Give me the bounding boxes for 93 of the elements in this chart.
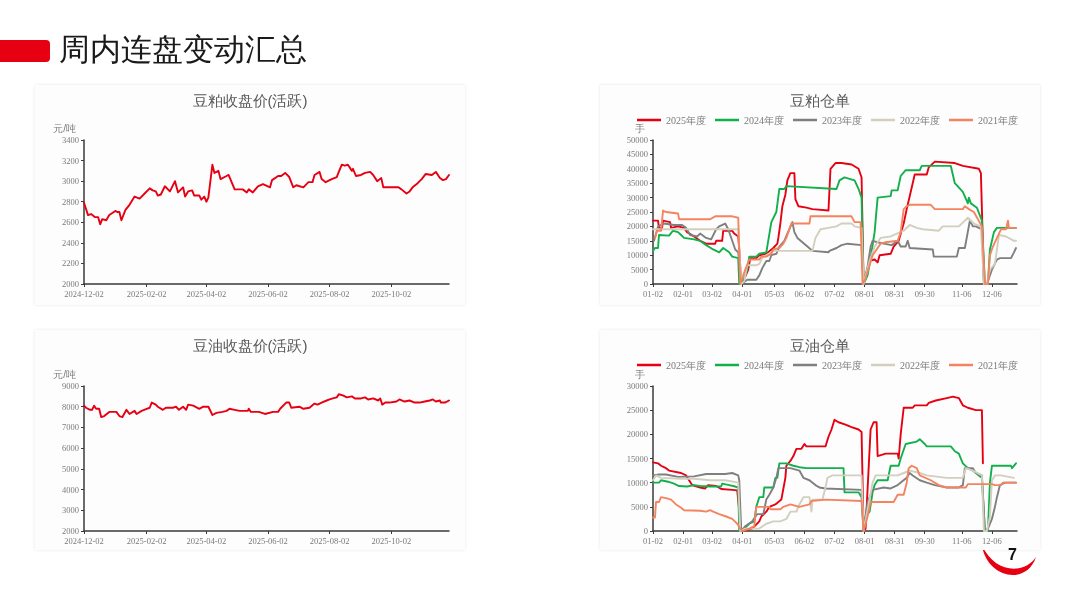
y-tick-label: 5000 (631, 264, 648, 275)
y-tick-label: 2800 (62, 196, 79, 207)
y-tick-label: 10000 (626, 477, 648, 488)
y-tick-label: 30000 (626, 192, 648, 203)
x-tick-label: 12-06 (982, 288, 1002, 299)
y-axis-title: 元/吨 (53, 368, 76, 380)
chart-title: 豆粕收盘价(活跃) (192, 92, 308, 109)
y-tick-label: 0 (643, 279, 648, 289)
y-tick-label: 25000 (626, 405, 648, 416)
x-tick-label: 04-01 (732, 288, 753, 299)
x-tick-label: 2025-10-02 (371, 535, 412, 546)
y-tick-label: 6000 (62, 443, 79, 454)
y-tick-label: 2400 (62, 237, 79, 248)
y-tick-label: 5000 (62, 463, 79, 474)
x-tick-label: 02-01 (673, 535, 693, 546)
line-series (83, 163, 450, 226)
y-tick-label: 20000 (626, 429, 648, 440)
y-tick-label: 15000 (626, 453, 648, 464)
x-tick-label: 05-03 (764, 288, 785, 299)
line-series (652, 395, 984, 532)
legend-label: 2023年度 (822, 359, 862, 371)
x-tick-label: 2024-12-02 (64, 535, 104, 546)
x-tick-label: 11-06 (952, 535, 972, 546)
legend-label: 2025年度 (666, 359, 706, 371)
x-tick-label: 07-02 (824, 288, 845, 299)
y-tick-label: 10000 (626, 250, 648, 261)
y-tick-label: 25000 (626, 207, 648, 217)
y-tick-label: 20000 (626, 221, 648, 232)
x-tick-label: 09-30 (914, 535, 935, 546)
x-tick-label: 2025-02-02 (126, 288, 167, 299)
y-tick-label: 2600 (62, 217, 79, 228)
y-tick-label: 3200 (62, 155, 79, 166)
x-tick-label: 2025-06-02 (248, 535, 288, 546)
line-series (83, 393, 450, 419)
text: 周内连盘变动汇总 (59, 31, 307, 69)
y-tick-label: 30000 (626, 381, 648, 391)
y-axis-title: 手 (635, 368, 645, 380)
y-tick-label: 4000 (62, 484, 79, 495)
y-tick-label: 2000 (62, 279, 79, 289)
legend-label: 2024年度 (744, 114, 784, 126)
legend-label: 2022年度 (900, 114, 940, 126)
x-tick-label: 02-01 (673, 288, 693, 299)
y-tick-label: 35000 (626, 178, 648, 189)
legend-label: 2025年度 (666, 114, 706, 126)
legend-label: 2021年度 (978, 359, 1018, 371)
x-tick-label: 01-02 (643, 288, 663, 299)
y-tick-label: 5000 (631, 501, 648, 512)
x-tick-label: 07-02 (824, 535, 845, 546)
x-tick-label: 09-30 (914, 288, 935, 299)
y-tick-label: 50000 (626, 135, 648, 145)
x-tick-label: 2025-04-02 (186, 535, 227, 546)
x-tick-label: 08-01 (854, 288, 875, 299)
y-tick-label: 9000 (62, 381, 79, 391)
y-tick-label: 3000 (62, 176, 79, 187)
x-tick-label: 2024-12-02 (64, 288, 104, 299)
x-tick-label: 2025-08-02 (309, 535, 350, 546)
y-tick-label: 3400 (62, 135, 79, 145)
x-tick-label: 05-03 (764, 535, 785, 546)
x-tick-label: 11-06 (952, 288, 972, 299)
legend-label: 2023年度 (822, 114, 862, 126)
x-tick-label: 03-02 (702, 535, 723, 546)
y-tick-label: 3000 (62, 505, 79, 516)
y-tick-label: 45000 (626, 149, 648, 160)
x-tick-label: 2025-04-02 (186, 288, 227, 299)
x-tick-label: 08-31 (884, 288, 905, 299)
y-axis-title: 手 (635, 122, 645, 134)
legend-label: 2024年度 (744, 359, 784, 371)
x-tick-label: 12-06 (982, 535, 1002, 546)
chart-title: 豆粕仓单 (790, 92, 850, 109)
y-tick-label: 2200 (62, 258, 79, 269)
y-tick-label: 40000 (626, 163, 648, 174)
x-tick-label: 2025-02-02 (126, 535, 167, 546)
text: 7 (1008, 545, 1017, 565)
y-tick-label: 15000 (626, 235, 648, 246)
x-tick-label: 06-02 (794, 288, 815, 299)
y-tick-label: 0 (643, 526, 648, 536)
x-tick-label: 06-02 (794, 535, 815, 546)
x-tick-label: 08-01 (854, 535, 875, 546)
y-tick-label: 8000 (62, 401, 79, 412)
x-tick-label: 2025-10-02 (371, 288, 412, 299)
x-tick-label: 04-01 (732, 535, 753, 546)
x-tick-label: 01-02 (643, 535, 663, 546)
x-tick-label: 2025-06-02 (248, 288, 288, 299)
legend-label: 2022年度 (900, 359, 940, 371)
y-tick-label: 7000 (62, 422, 79, 433)
y-axis-title: 元/吨 (53, 122, 76, 134)
x-tick-label: 08-31 (884, 535, 905, 546)
chart-title: 豆油收盘价(活跃) (192, 337, 308, 354)
legend-label: 2021年度 (978, 114, 1018, 126)
y-tick-label: 2000 (62, 526, 79, 536)
x-tick-label: 03-02 (702, 288, 723, 299)
x-tick-label: 2025-08-02 (309, 288, 350, 299)
chart-title: 豆油仓单 (790, 337, 850, 354)
